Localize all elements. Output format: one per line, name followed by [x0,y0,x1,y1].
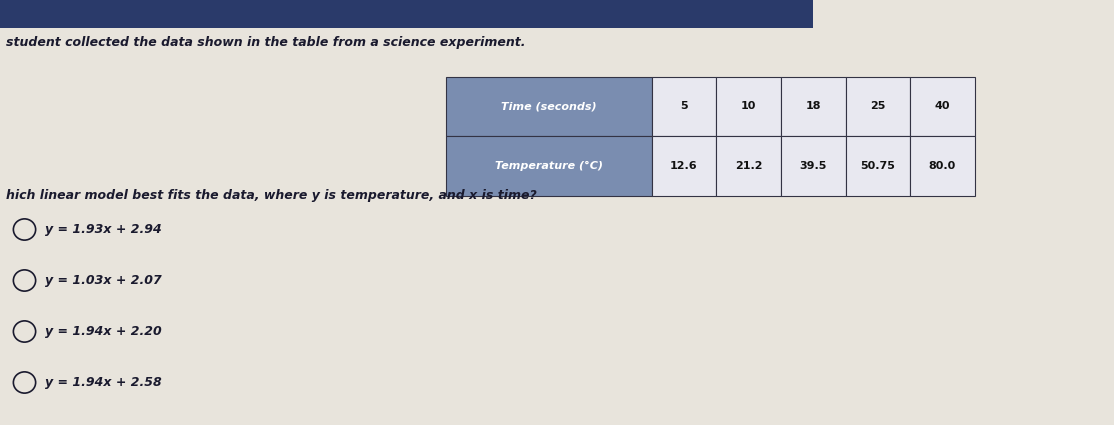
Text: 39.5: 39.5 [800,161,827,171]
Bar [846,136,910,196]
Text: student collected the data shown in the table from a science experiment.: student collected the data shown in the … [6,36,525,49]
Text: 18: 18 [805,101,821,111]
Bar [652,76,716,136]
Bar [0,0,813,28]
Text: 10: 10 [741,101,756,111]
Text: Time (seconds): Time (seconds) [501,101,596,111]
Text: 12.6: 12.6 [671,161,697,171]
Bar [910,136,975,196]
Text: 5: 5 [681,101,687,111]
Text: 40: 40 [935,101,950,111]
Text: 50.75: 50.75 [860,161,896,171]
Bar [910,76,975,136]
Bar [846,76,910,136]
Bar [446,76,652,136]
Text: Temperature (°C): Temperature (°C) [495,161,603,171]
Text: y = 1.94x + 2.58: y = 1.94x + 2.58 [45,376,162,389]
Bar [716,136,781,196]
Bar [781,136,846,196]
Bar [652,136,716,196]
Text: y = 1.03x + 2.07: y = 1.03x + 2.07 [45,274,162,287]
Text: y = 1.94x + 2.20: y = 1.94x + 2.20 [45,325,162,338]
Bar [781,76,846,136]
Text: hich linear model best fits the data, where y is temperature, and x is time?: hich linear model best fits the data, wh… [6,189,536,202]
Bar [716,76,781,136]
Text: 25: 25 [870,101,886,111]
Text: 80.0: 80.0 [929,161,956,171]
Text: y = 1.93x + 2.94: y = 1.93x + 2.94 [45,223,162,236]
Bar [446,136,652,196]
Text: 21.2: 21.2 [735,161,762,171]
